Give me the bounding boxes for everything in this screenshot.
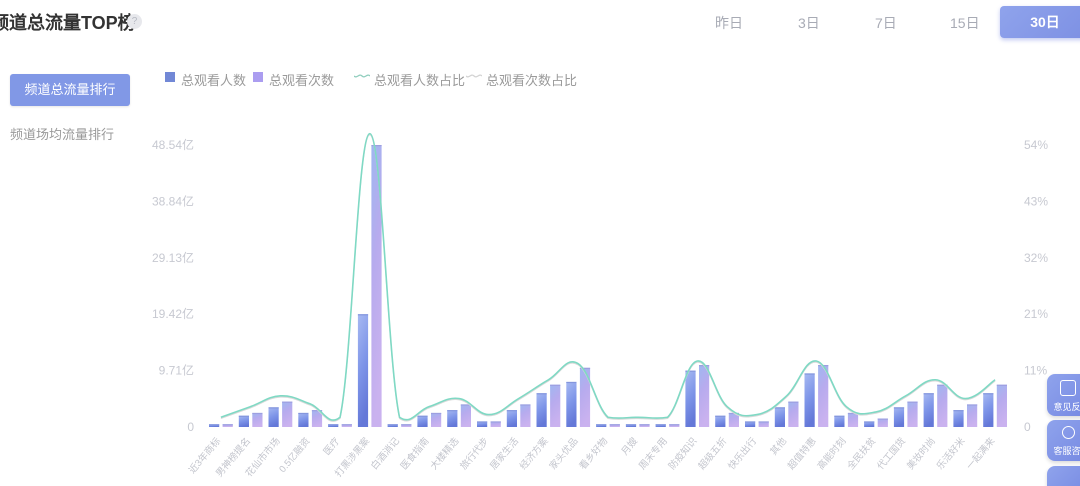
svg-text:看乡好物: 看乡好物 (577, 435, 611, 472)
svg-text:月嫂: 月嫂 (619, 435, 640, 457)
svg-text:防疫知识: 防疫知识 (666, 435, 700, 472)
svg-text:19.42亿: 19.42亿 (152, 306, 194, 321)
svg-text:美妆时尚: 美妆时尚 (904, 435, 938, 472)
svg-text:0.5亿融资: 0.5亿融资 (276, 435, 312, 475)
svg-text:白酒消记: 白酒消记 (368, 435, 402, 472)
svg-text:乐活好米: 乐活好米 (934, 435, 968, 472)
svg-text:48.54亿: 48.54亿 (152, 137, 194, 152)
svg-text:家头优品: 家头优品 (547, 435, 581, 472)
svg-text:0: 0 (187, 420, 194, 434)
svg-text:高能时刻: 高能时刻 (815, 435, 849, 472)
svg-text:0: 0 (1024, 420, 1031, 434)
svg-text:一起满来: 一起满来 (965, 435, 998, 472)
svg-text:32%: 32% (1024, 251, 1048, 265)
svg-text:其他: 其他 (768, 435, 790, 458)
svg-text:11%: 11% (1024, 364, 1047, 378)
svg-text:全民扶贫: 全民扶贫 (845, 435, 879, 472)
svg-text:超值特惠: 超值特惠 (785, 435, 819, 472)
svg-text:经济方案: 经济方案 (517, 435, 551, 472)
svg-text:大楼精选: 大楼精选 (428, 435, 462, 472)
svg-text:38.84亿: 38.84亿 (152, 193, 194, 208)
svg-text:54%: 54% (1024, 138, 1048, 152)
svg-text:旅行代步: 旅行代步 (458, 435, 492, 472)
svg-text:21%: 21% (1024, 307, 1048, 321)
svg-text:周末专用: 周末专用 (636, 435, 670, 472)
svg-text:医食指南: 医食指南 (398, 435, 432, 472)
svg-text:医疗: 医疗 (321, 435, 343, 458)
svg-text:9.71亿: 9.71亿 (159, 363, 194, 378)
svg-text:代工国货: 代工国货 (874, 435, 908, 472)
svg-text:居家生活: 居家生活 (487, 435, 521, 472)
svg-text:29.13亿: 29.13亿 (152, 250, 194, 265)
svg-text:快乐出行: 快乐出行 (726, 435, 760, 472)
svg-text:43%: 43% (1024, 194, 1048, 208)
svg-text:超级五折: 超级五折 (696, 435, 730, 472)
